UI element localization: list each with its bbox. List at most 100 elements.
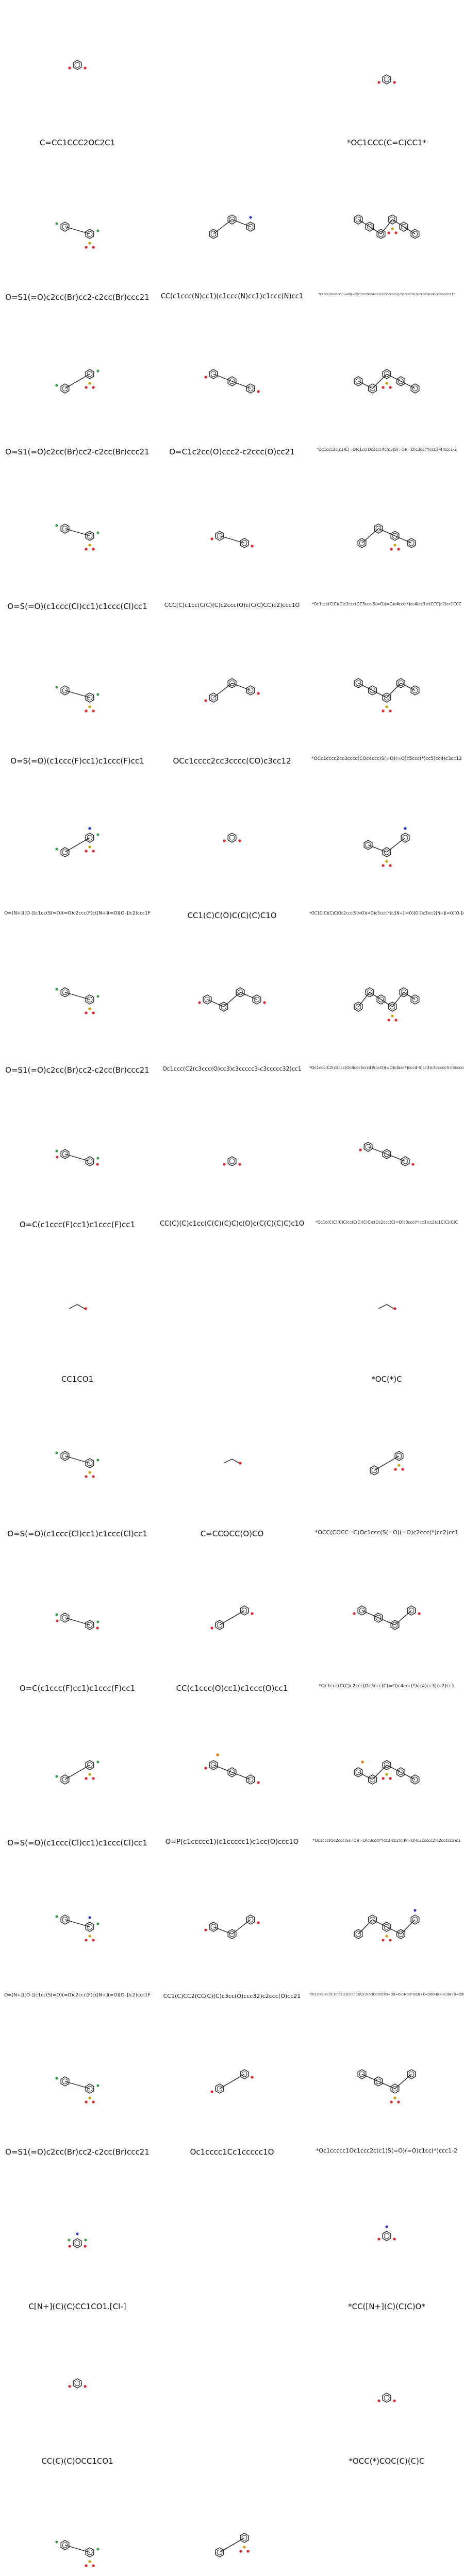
smiles-caption: O=S(=O)(c1ccc(F)cc1)c1ccc(F)cc1 [10,756,144,766]
molecule-cell: *Oc1ccccc1Oc1ccc2c(c1)S(=O)(=O)c1cc(*)cc… [309,2009,464,2164]
molecule-structure [370,1451,404,1476]
molecule-structure [210,1605,254,1630]
molecule-structure [357,2069,416,2104]
molecule-cell: O=S1(=O)c2cc(Br)cc2-c2cc(Br)ccc21 [0,155,155,309]
molecule-cell: O=S1(=O)c2cc(Br)cc2-c2cc(Br)ccc21 [0,309,155,464]
molecule-structure [198,987,266,1012]
smiles-caption: *OCC(COCC=C)Oc1ccc(S(=O)(=O)c2ccc(*)cc2)… [314,1529,459,1536]
molecule-structure [377,2393,396,2403]
smiles-caption: *Oc1ccc(Oc2ccc(S(=O)(=O)c3ccc(*)cc3)cc2)… [312,1838,461,1843]
molecule-cell: *Oc1ccc(C(C)(C)c2ccc(OC3ccc(S(=O)(=O)c4c… [309,464,464,618]
smiles-caption: O=C(c1ccc(F)cc1)c1ccc(F)cc1 [19,1684,136,1693]
molecule-cell: Oc1ccc(C2(c3ccc(O)cc3)c3ccccc3-c3ccccc32… [155,927,309,1082]
smiles-caption: CC(c1ccc(O)cc1)c1ccc(O)cc1 [176,1684,288,1693]
smiles-caption: *c1ccc(Oc2ccc(S(=O)(=O)c3ccc(Oc4ccc(C(c5… [318,293,455,296]
molecule-structure [223,1156,241,1166]
molecule-structure [55,987,100,1014]
molecule-structure [204,369,260,394]
molecule-structure [354,678,420,713]
molecule-structure [210,2069,254,2094]
smiles-caption: *Oc1ccc2c(c1)C1(CC2(C)C)CC(C)(C)c2ccc(Oc… [309,1993,464,1996]
molecule-structure [354,987,420,1022]
molecule-structure [357,523,416,551]
molecule-cell: C=CCOCC(O)CO [155,1391,309,1546]
smiles-caption: *OC1C(C)(C)C(Oc2ccc(S(=O)(=O)c3ccc(*)c([… [309,911,464,916]
smiles-caption: *OC1CCC(C=C)CC1* [347,138,426,147]
molecule-cell: *Oc1ccc2c(c1)C(=O)c1cc(Oc3ccc4c(c3)S(=O)… [309,309,464,464]
molecule-cell: *Oc1ccc(C2(c3ccc(Oc4ccc5c(c4)S(=O)(=O)c4… [309,927,464,1082]
molecule-cell: *c1ccc(Oc2ccc(S(=O)(=O)c3ccc(Oc4ccc(C(c5… [309,155,464,309]
molecule-cell: O=S(=O)(c1ccc(F)cc1)c1ccc(F)cc1 [0,618,155,773]
smiles-caption: O=S(=O)(c1ccc(Cl)cc1)c1ccc(Cl)cc1 [7,602,147,611]
molecule-cell: OCc1cccc2cc3cccc(CO)c3cc12 [155,618,309,773]
smiles-caption: *OCc1cccc2cc3cccc(COc4ccc(S(=O)(=O)c5ccc… [311,756,462,761]
smiles-caption: CC(c1ccc(N)cc1)(c1ccc(N)cc1)c1ccc(N)cc1 [160,293,304,300]
smiles-caption: OCc1cccc2cc3cccc(CO)c3cc12 [173,756,291,766]
molecule-structure [215,2533,250,2557]
molecule-structure [204,678,260,703]
molecule-structure [223,833,241,843]
molecule-cell: CC1CO1 [0,1236,155,1391]
molecule-cell: CCC(C)c1cc(C(C)(C)c2ccc(O)c(C(C)CC)c2)cc… [155,464,309,618]
smiles-caption: O=[N+]([O-])c1cc(S(=O)(=O)c2ccc(F)c([N+]… [4,911,151,916]
molecule-structure [363,827,410,867]
molecule-structure [377,74,396,84]
molecule-cell: O=S(=O)(c1ccc(Cl)cc1)c1ccc(Cl)cc1 [0,2473,155,2576]
molecule-structure [55,2540,100,2567]
molecule-cell: O=S1(=O)c2cc(Br)cc2-c2cc(Br)ccc21 [0,2009,155,2164]
molecule-structure [377,2225,396,2241]
molecule-cell: CC1(C)CC2(CC(C)(C)c3cc(O)ccc32)c2ccc(O)c… [155,1855,309,2009]
molecule-structure [354,1760,420,1785]
molecule-structure [204,1753,260,1785]
molecule-cell: C[N+](C)(C)CC1CO1.[Cl-] [0,2164,155,2318]
molecule-structure [354,369,420,394]
molecule-cell: O=[N+]([O-])c1cc(S(=O)(=O)c2ccc(F)c([N+]… [0,773,155,927]
smiles-caption: *Oc1ccc(C(C)(C)c2ccc(OC3ccc(S(=O)(=O)c4c… [311,602,462,606]
smiles-caption: C=CC1CCC2OC2C1 [39,138,115,147]
smiles-caption: *OC(*)C [371,1375,402,1384]
smiles-caption: *Oc1ccccc1Oc1ccc2c(c1)S(=O)(=O)c1cc(*)cc… [316,2147,458,2154]
molecule-cell: Oc1ccc(Sc2ccc(O)cc2)cc1 [155,2473,309,2576]
molecule-cell: *OCC(COCC=C)Oc1ccc(S(=O)(=O)c2ccc(*)cc2)… [309,1391,464,1546]
molecule-cell: *Oc1ccc(C(C)c2ccc(Oc3ccc(C(=O)c4ccc(*)cc… [309,1546,464,1700]
molecule-cell: CC(c1ccc(O)cc1)c1ccc(O)cc1 [155,1546,309,1700]
smiles-caption: O=S1(=O)c2cc(Br)cc2-c2cc(Br)ccc21 [5,2147,150,2157]
smiles-caption: *Oc1ccc(C(C)c2ccc(Oc3ccc(C(=O)c4ccc(*)cc… [319,1684,455,1689]
molecule-cell: O=C1c2cc(O)ccc2-c2ccc(O)cc21 [155,309,309,464]
molecule-structure [359,1142,415,1166]
molecule-cell: O=P(c1ccccc1)(c1ccccc1)c1cc(O)ccc1O [155,1700,309,1855]
smiles-caption: CC1(C)CC2(CC(C)(C)c3cc(O)ccc32)c2ccc(O)c… [163,1993,301,1999]
smiles-caption: Oc1ccc(C2(c3ccc(O)cc3)c3ccccc3-c3ccccc32… [162,1065,302,1072]
smiles-caption: C[N+](C)(C)CC1CO1.[Cl-] [28,2302,126,2311]
smiles-caption: *Oc1ccc(C2(c3ccc(Oc4ccc5c(c4)S(=O)(=O)c4… [309,1065,464,1070]
molecule-cell: CC(c1ccc(N)cc1)(c1ccc(N)cc1)c1ccc(N)cc1 [155,155,309,309]
smiles-caption: O=[N+]([O-])c1cc(S(=O)(=O)c2ccc(F)c([N+]… [4,1993,151,1998]
molecule-structure [55,685,100,713]
molecule-cell: O=S1(=O)c2cc(Br)cc2-c2cc(Br)ccc21 [0,927,155,1082]
molecule-structure [55,369,100,394]
molecule-structure [55,1613,100,1630]
molecule-cell: CC(C)(C)c1cc(C(C)(C)C)c(O)c(C(C)(C)C)c1O [155,1082,309,1236]
molecule-cell: O=S(=O)(c1ccc(Cl)cc1)c1ccc(Cl)cc1 [0,1700,155,1855]
molecule-structure [354,214,420,239]
molecule-structure [55,1149,100,1166]
molecule-cell: O=C(c1ccc(F)cc1)c1ccc(F)cc1 [0,1082,155,1236]
smiles-caption: O=S1(=O)c2cc(Br)cc2-c2cc(Br)ccc21 [5,1065,150,1075]
smiles-caption: CC1(C)C(O)C(C)(C)C1O [187,911,277,920]
smiles-caption: *Oc1ccc2c(c1)C(=O)c1cc(Oc3ccc4c(c3)S(=O)… [317,447,457,452]
molecule-cell: O=C(c1ccc(F)cc1)c1ccc(F)cc1 [0,1546,155,1700]
molecule-cell: *OC(*)C [309,1236,464,1391]
smiles-caption: Oc1cccc1Cc1ccccc1O [190,2147,274,2157]
molecule-cell: CC(C)(C)OCC1CO1 [0,2318,155,2473]
molecule-cell: *OC1C(C)(C)C(Oc2ccc(S(=O)(=O)c3ccc(*)c([… [309,773,464,927]
molecule-structure [69,1304,87,1310]
molecule-cell: *OCc1cccc2cc3cccc(COc4ccc(S(=O)(=O)c5ccc… [309,618,464,773]
smiles-caption: CCC(C)c1cc(C(C)(C)c2ccc(O)c(C(C)CC)c2)cc… [164,602,300,608]
molecule-structure [353,1605,421,1630]
molecule-cell: *Oc1c(C(C)(C)C)cc(C(C)(C)C)c(Oc2ccc(C(=O… [309,1082,464,1236]
molecule-structure [68,2232,87,2248]
molecule-structure [55,827,100,857]
molecule-structure [55,1760,100,1785]
molecule-structure [209,214,255,239]
